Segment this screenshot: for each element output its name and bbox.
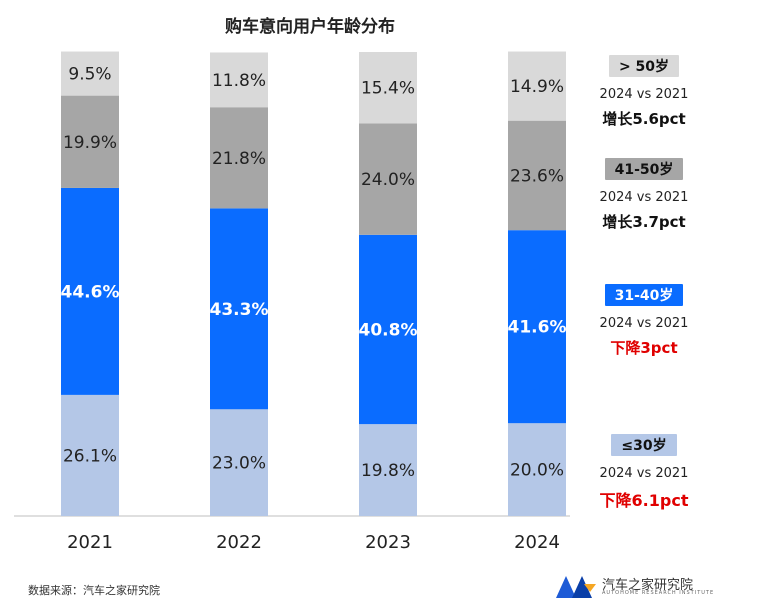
bar-segment xyxy=(210,107,268,209)
bar-segment xyxy=(210,52,268,108)
data-label: 26.1% xyxy=(63,446,117,466)
x-tick-label: 2022 xyxy=(216,532,262,553)
comparison-label: 2024 vs 2021 xyxy=(599,190,689,205)
data-label: 44.6% xyxy=(61,282,120,302)
bar-segment xyxy=(210,409,268,516)
data-label: 19.8% xyxy=(361,461,415,481)
data-label: 23.6% xyxy=(510,166,564,186)
delta-value: 下降3pct xyxy=(610,339,678,357)
logo-name: 汽车之家研究院 xyxy=(602,578,694,593)
data-source-note: 数据来源：汽车之家研究院 xyxy=(28,584,160,597)
bar-segment xyxy=(508,423,566,516)
data-label: 14.9% xyxy=(510,77,564,97)
bar-segment xyxy=(508,230,566,424)
brand-logo: 汽车之家研究院 AUTOHOME RESEARCH INSTITUTE xyxy=(554,572,754,600)
data-label: 41.6% xyxy=(508,318,567,338)
annotation-over-50: > 50岁 2024 vs 2021 增长5.6pct xyxy=(584,55,704,129)
bar-segment xyxy=(359,234,417,425)
delta-value: 增长5.6pct xyxy=(602,110,686,128)
logo-icon xyxy=(556,576,596,598)
bar-segment xyxy=(508,51,566,121)
legend-badge-under-30: ≤30岁 xyxy=(611,434,677,456)
bar-segment xyxy=(61,51,119,96)
bar-segment xyxy=(359,52,417,124)
data-label: 24.0% xyxy=(361,170,415,190)
x-tick-label: 2021 xyxy=(67,532,113,553)
legend-badge-41-50: 41-50岁 xyxy=(604,158,684,180)
data-label: 9.5% xyxy=(68,65,111,85)
bar-segment xyxy=(210,208,268,410)
comparison-label: 2024 vs 2021 xyxy=(599,87,689,102)
bar-segment xyxy=(359,123,417,235)
annotation-under-30: ≤30岁 2024 vs 2021 下降6.1pct xyxy=(574,434,714,511)
bar-segment xyxy=(61,187,119,395)
comparison-label: 2024 vs 2021 xyxy=(599,316,689,331)
comparison-label: 2024 vs 2021 xyxy=(599,466,689,481)
data-label: 11.8% xyxy=(212,71,266,91)
delta-value: 增长3.7pct xyxy=(602,213,686,231)
data-label: 43.3% xyxy=(210,300,269,320)
annotation-31-40: 31-40岁 2024 vs 2021 下降3pct xyxy=(584,284,704,358)
bar-segment xyxy=(359,424,417,516)
data-label: 23.0% xyxy=(212,454,266,474)
bar-segment xyxy=(508,120,566,231)
delta-value: 下降6.1pct xyxy=(599,491,689,510)
x-tick-label: 2023 xyxy=(365,532,411,553)
bar-segment xyxy=(61,394,119,516)
data-label: 19.9% xyxy=(63,133,117,153)
legend-badge-over-50: > 50岁 xyxy=(608,55,680,77)
data-label: 15.4% xyxy=(361,79,415,99)
data-label: 21.8% xyxy=(212,149,266,169)
chart-title: 购车意向用户年龄分布 xyxy=(225,17,395,37)
bar-segment xyxy=(61,95,119,188)
logo-subtitle: AUTOHOME RESEARCH INSTITUTE xyxy=(602,590,715,596)
x-tick-label: 2024 xyxy=(514,532,560,553)
data-label: 20.0% xyxy=(510,461,564,481)
annotation-41-50: 41-50岁 2024 vs 2021 增长3.7pct xyxy=(584,158,704,232)
data-label: 40.8% xyxy=(359,320,418,340)
legend-badge-31-40: 31-40岁 xyxy=(604,284,684,306)
